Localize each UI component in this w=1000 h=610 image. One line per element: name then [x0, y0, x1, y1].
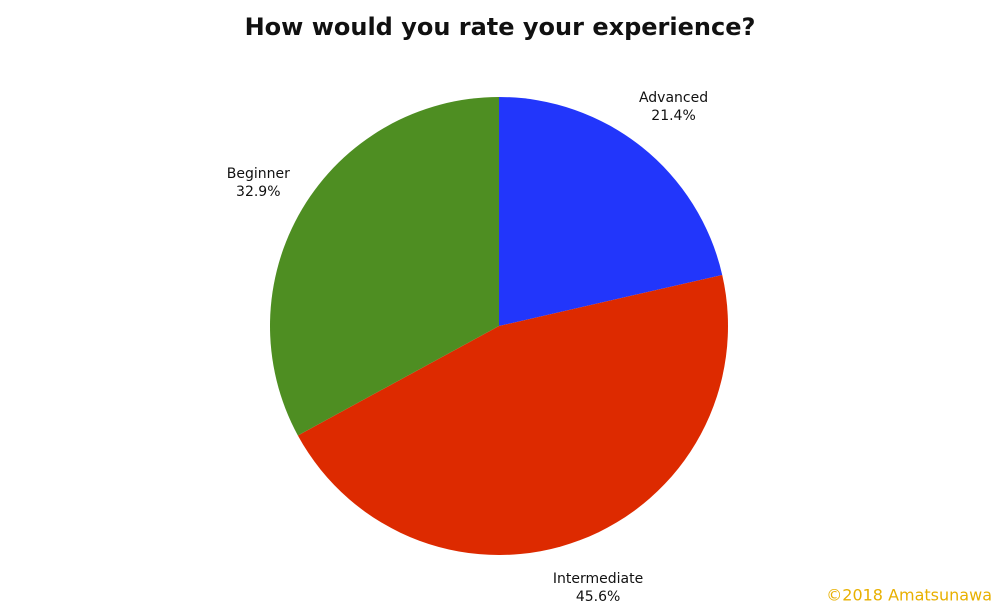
- slice-label: Intermediate: [553, 571, 643, 587]
- pie-slice: [270, 97, 499, 436]
- slice-label: Advanced: [639, 90, 708, 106]
- chart-title: How would you rate your experience?: [245, 13, 756, 41]
- slice-value-label: 21.4%: [651, 108, 695, 124]
- pie-slice: [297, 274, 728, 555]
- slice-value-label: 32.9%: [236, 184, 280, 200]
- slice-label: Beginner: [227, 166, 290, 182]
- pie-slice: [499, 97, 723, 326]
- slice-value-label: 45.6%: [576, 589, 620, 605]
- credit: ©2018 Amatsunawa: [826, 586, 992, 605]
